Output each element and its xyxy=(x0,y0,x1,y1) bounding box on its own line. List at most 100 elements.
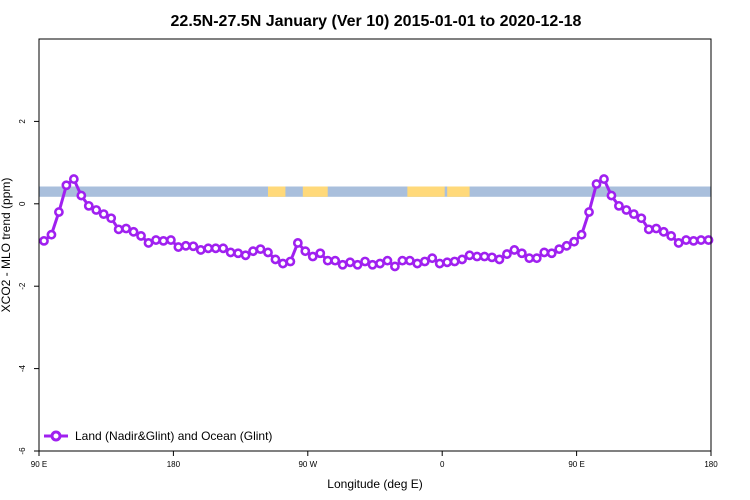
data-point xyxy=(472,251,482,262)
legend: Land (Nadir&Glint) and Ocean (Glint) xyxy=(44,429,272,443)
data-point xyxy=(106,213,117,224)
data-point xyxy=(113,224,124,235)
data-point xyxy=(681,235,692,245)
data-point xyxy=(643,224,654,235)
data-point xyxy=(621,205,632,215)
data-point xyxy=(703,235,714,245)
data-point xyxy=(248,246,258,257)
data-point xyxy=(83,200,94,211)
data-point xyxy=(628,209,639,219)
data-point xyxy=(554,244,565,255)
data-point xyxy=(210,243,221,254)
data-point xyxy=(166,235,176,245)
data-point xyxy=(337,259,348,270)
data-point xyxy=(46,229,57,240)
data-point xyxy=(457,254,468,265)
data-point xyxy=(464,250,475,261)
data-point xyxy=(136,231,146,241)
data-point xyxy=(449,256,460,267)
y-tick-label: 2 xyxy=(18,119,27,124)
data-point xyxy=(397,255,408,266)
data-point xyxy=(531,253,542,264)
x-tick-label: 0 xyxy=(440,460,445,469)
x-tick-label: 90 E xyxy=(568,460,584,469)
data-point xyxy=(263,247,273,258)
data-point xyxy=(696,235,706,245)
data-point xyxy=(218,243,229,254)
data-point xyxy=(345,257,356,268)
data-point xyxy=(427,253,438,264)
data-point xyxy=(404,255,415,266)
land-band xyxy=(407,186,445,197)
data-point xyxy=(367,259,378,270)
data-point xyxy=(285,256,296,267)
data-point xyxy=(584,207,594,217)
data-point xyxy=(390,261,400,272)
data-point xyxy=(188,241,199,252)
data-point xyxy=(375,258,385,269)
data-point xyxy=(315,248,326,259)
data-point xyxy=(516,248,527,259)
land-band xyxy=(267,186,286,197)
x-tick-label: 90 W xyxy=(298,460,317,469)
y-axis: -6 -4 -2 0 2 xyxy=(18,119,39,455)
y-tick-label: 0 xyxy=(18,201,27,206)
data-point xyxy=(91,205,102,215)
x-tick-label: 180 xyxy=(704,460,718,469)
data-point xyxy=(292,238,303,248)
data-point xyxy=(61,180,72,191)
data-point xyxy=(76,190,87,201)
data-point xyxy=(419,256,430,267)
data-point xyxy=(240,250,251,261)
data-point xyxy=(39,235,49,246)
data-point xyxy=(143,238,154,248)
data-point xyxy=(158,235,169,246)
data-point xyxy=(151,235,161,245)
data-point xyxy=(278,258,288,269)
ocean-band xyxy=(39,186,711,197)
y-tick-label: -6 xyxy=(18,447,27,455)
data-point xyxy=(330,255,341,266)
data-point xyxy=(569,236,580,247)
data-point xyxy=(524,253,535,264)
data-point xyxy=(487,252,497,263)
land-band xyxy=(302,186,328,197)
data-point xyxy=(434,258,445,269)
data-point xyxy=(300,246,311,257)
data-point xyxy=(121,223,132,234)
y-tick-label: -2 xyxy=(18,282,27,290)
data-point xyxy=(173,242,184,252)
y-axis-label: XCO2 - MLO trend (ppm) xyxy=(0,178,13,313)
legend-point-marker xyxy=(50,430,62,442)
data-point xyxy=(322,255,333,266)
x-tick-label: 90 E xyxy=(31,460,47,469)
data-point xyxy=(636,213,647,224)
data-point xyxy=(98,209,109,219)
land-band xyxy=(447,186,470,197)
data-point xyxy=(307,251,318,262)
data-point xyxy=(54,207,64,217)
plot-frame xyxy=(38,38,712,452)
data-point xyxy=(658,226,669,237)
data-point xyxy=(195,245,206,255)
data-point xyxy=(539,247,550,258)
data-point xyxy=(666,231,677,241)
data-point xyxy=(576,229,587,240)
x-axis: 90 E 180 90 W 0 90 E 180 xyxy=(31,451,718,469)
data-point xyxy=(360,256,370,267)
data-point xyxy=(233,248,244,259)
data-point xyxy=(412,258,423,269)
data-point xyxy=(606,190,617,201)
data-point xyxy=(128,226,139,237)
data-point xyxy=(255,244,266,255)
data-point xyxy=(203,243,214,254)
land-ocean-strip xyxy=(39,186,711,197)
data-point xyxy=(673,238,684,248)
data-point xyxy=(561,240,572,251)
data-point xyxy=(614,200,624,211)
data-point xyxy=(382,255,393,266)
data-point xyxy=(509,245,520,255)
data-point xyxy=(68,174,79,184)
chart-title: 22.5N-27.5N January (Ver 10) 2015-01-01 … xyxy=(171,13,582,30)
